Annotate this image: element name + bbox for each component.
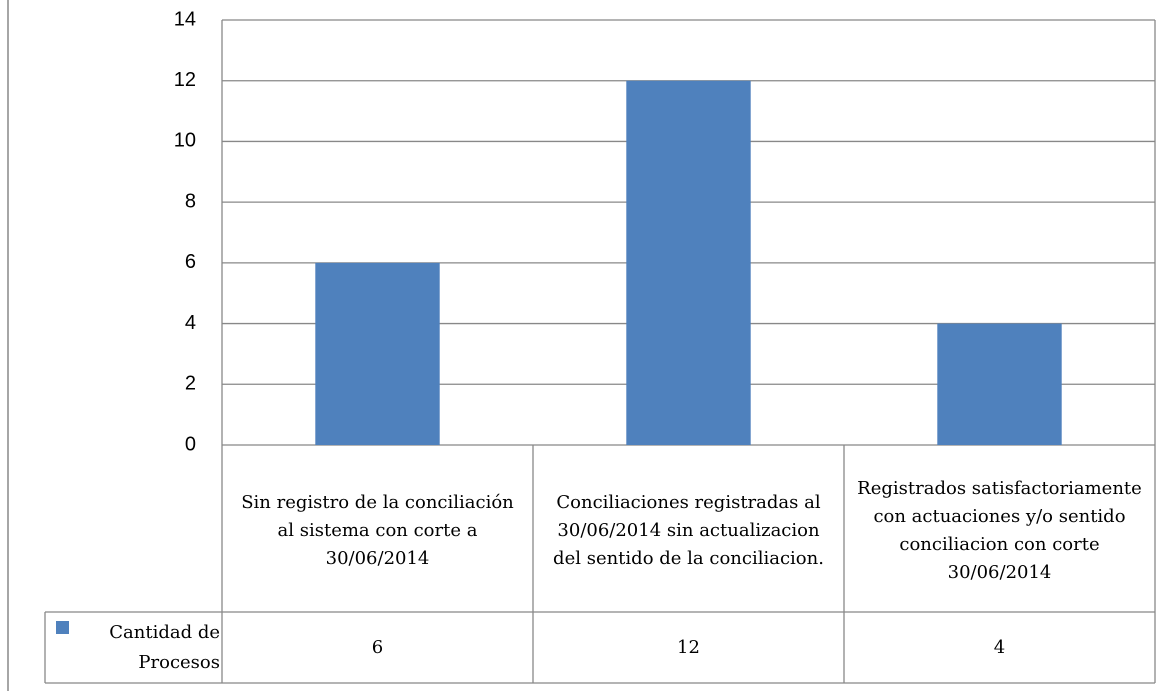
y-tick-label: 14 (174, 8, 196, 30)
y-tick-label: 12 (174, 69, 196, 91)
y-tick-label: 0 (185, 433, 196, 455)
bar (937, 323, 1062, 445)
category-label: Registrados satisfactoriamente con actua… (857, 477, 1142, 583)
table-value: 4 (993, 636, 1006, 658)
legend-label: Cantidad de Procesos (109, 621, 220, 673)
y-tick-label: 8 (185, 190, 196, 212)
bar (626, 80, 751, 445)
y-tick-label: 6 (185, 251, 196, 273)
category-label: Conciliaciones registradas al 30/06/2014… (553, 491, 824, 569)
category-label: Sin registro de la conciliación al siste… (241, 491, 514, 569)
y-tick-label: 4 (185, 312, 196, 334)
legend-marker (56, 621, 69, 634)
table-value: 12 (677, 636, 700, 658)
bar (315, 262, 440, 445)
y-tick-label: 10 (174, 130, 196, 152)
table-value: 6 (371, 636, 384, 658)
y-tick-label: 2 (185, 373, 196, 395)
